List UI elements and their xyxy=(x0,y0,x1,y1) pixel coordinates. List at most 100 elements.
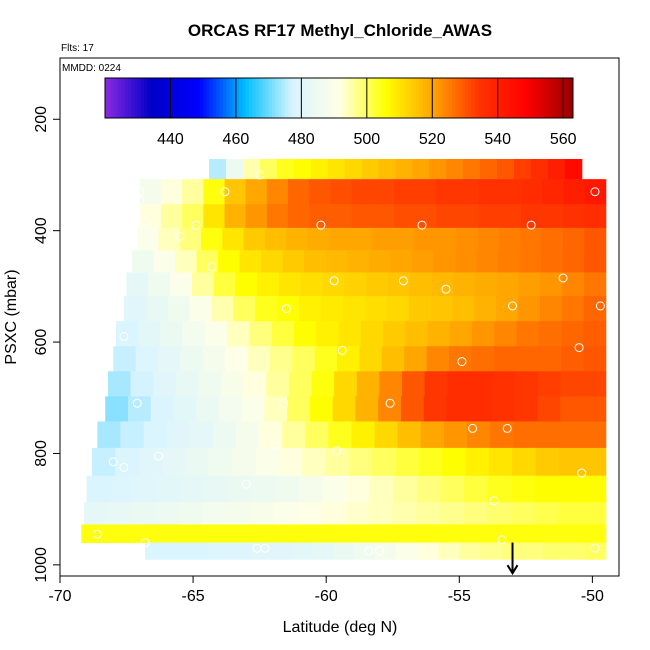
x-axis: -70 -65 -60 -55 -50 xyxy=(48,575,604,605)
heatmap-cell xyxy=(424,371,448,397)
colorbar-segment xyxy=(314,78,319,118)
heatmap-cell xyxy=(271,321,295,347)
heatmap-cell xyxy=(499,204,522,229)
annotation-arrow xyxy=(506,542,519,576)
heatmap-cell xyxy=(228,475,253,503)
heatmap-cell xyxy=(438,524,464,543)
sample-point xyxy=(468,423,478,433)
heatmap-cell xyxy=(518,272,541,297)
sample-point xyxy=(119,462,129,472)
heatmap-cell xyxy=(255,447,280,477)
heatmap-cell xyxy=(563,204,586,229)
heatmap-cell xyxy=(266,204,289,229)
heatmap-cell xyxy=(131,502,156,525)
heatmap-cell xyxy=(459,542,481,560)
heatmap-cell xyxy=(393,179,416,205)
heatmap-cell xyxy=(498,250,521,273)
heatmap-cell xyxy=(344,502,370,525)
x-axis-label: Latitude (deg N) xyxy=(283,619,398,636)
colorbar-segment xyxy=(275,78,279,118)
colorbar-segment xyxy=(406,78,410,118)
heatmap-cell xyxy=(139,179,162,205)
colorbar-segment xyxy=(232,78,237,118)
sample-points xyxy=(92,103,605,556)
sample-point xyxy=(385,398,395,408)
heatmap-cell xyxy=(520,227,543,251)
heatmap-cell xyxy=(469,396,493,422)
heatmap-cell xyxy=(558,524,583,543)
colorbar-segment xyxy=(278,78,283,118)
heatmap-cell xyxy=(255,296,278,322)
heatmap-cell xyxy=(542,204,564,229)
heatmap-cell xyxy=(346,475,371,503)
colorbar-segment xyxy=(262,78,266,118)
heatmap-cell xyxy=(239,250,262,273)
colorbar-segment xyxy=(173,78,178,118)
heatmap-cell xyxy=(492,371,516,397)
heatmap-cell xyxy=(474,296,497,322)
colorbar-segment xyxy=(448,78,453,118)
heatmap-cell xyxy=(366,272,389,297)
heatmap-cell xyxy=(131,250,155,273)
heatmap-cell xyxy=(409,272,433,297)
heatmap-cell xyxy=(520,179,543,205)
sample-point xyxy=(590,187,600,197)
x-tick-label: -65 xyxy=(182,588,205,605)
heatmap-cell xyxy=(337,346,361,372)
heatmap-cell xyxy=(128,396,152,422)
heatmap-cell xyxy=(446,155,464,180)
heatmap-cell xyxy=(559,421,584,449)
heatmap-cell xyxy=(202,346,226,372)
heatmap-cell xyxy=(137,227,160,251)
heatmap-cell xyxy=(435,227,458,251)
colorbar-segment xyxy=(487,78,492,118)
heatmap-cell xyxy=(478,204,501,229)
heatmap-cell xyxy=(153,250,176,273)
heatmap-cell xyxy=(158,227,181,251)
heatmap-cell xyxy=(404,346,428,372)
heatmap-cell xyxy=(120,421,145,449)
heatmap-cell xyxy=(328,227,351,251)
heatmap-cell xyxy=(249,502,275,525)
heatmap-cell xyxy=(510,502,536,525)
heatmap-cell xyxy=(560,371,584,397)
colorbar-segment xyxy=(141,78,145,118)
heatmap-cell xyxy=(430,296,453,322)
heatmap-cell xyxy=(369,475,394,503)
colorbar-segment xyxy=(553,78,558,118)
heatmap-cell xyxy=(347,250,370,273)
heatmap-cell xyxy=(558,502,583,525)
colorbar-segment xyxy=(288,78,293,118)
heatmap-cell xyxy=(511,475,536,503)
heatmap-cell xyxy=(126,272,149,297)
colorbar-segment xyxy=(497,78,502,118)
heatmap-cell xyxy=(282,250,305,273)
x-tick-label: -60 xyxy=(315,588,338,605)
heatmap-cell xyxy=(287,396,311,422)
heatmap-cell xyxy=(328,421,353,449)
heatmap-cell xyxy=(235,272,258,297)
heatmap-cell xyxy=(227,321,251,347)
colorbar-segment xyxy=(229,78,234,118)
colorbar-segment xyxy=(527,78,531,118)
colorbar-segment xyxy=(546,78,551,118)
heatmap-cell xyxy=(178,502,204,525)
heatmap-cell xyxy=(203,204,226,229)
colorbar-segment xyxy=(268,78,273,118)
heatmap-cell xyxy=(561,321,585,347)
heatmap-cell xyxy=(247,346,271,372)
heatmap-cell xyxy=(189,296,213,322)
heatmap-cell xyxy=(423,396,448,422)
colorbar-tick-label: 480 xyxy=(288,131,315,148)
colorbar-segment xyxy=(347,78,351,118)
colorbar-segment xyxy=(429,78,433,118)
heatmap-cell xyxy=(408,296,432,322)
colorbar-tick-label: 500 xyxy=(353,131,380,148)
y-tick-label: 400 xyxy=(33,217,50,244)
heatmap-cell xyxy=(375,542,397,560)
colorbar-segment xyxy=(494,78,499,118)
heatmap-cell xyxy=(295,524,321,543)
colorbar-segment xyxy=(147,78,152,118)
heatmap-cell xyxy=(145,296,169,322)
